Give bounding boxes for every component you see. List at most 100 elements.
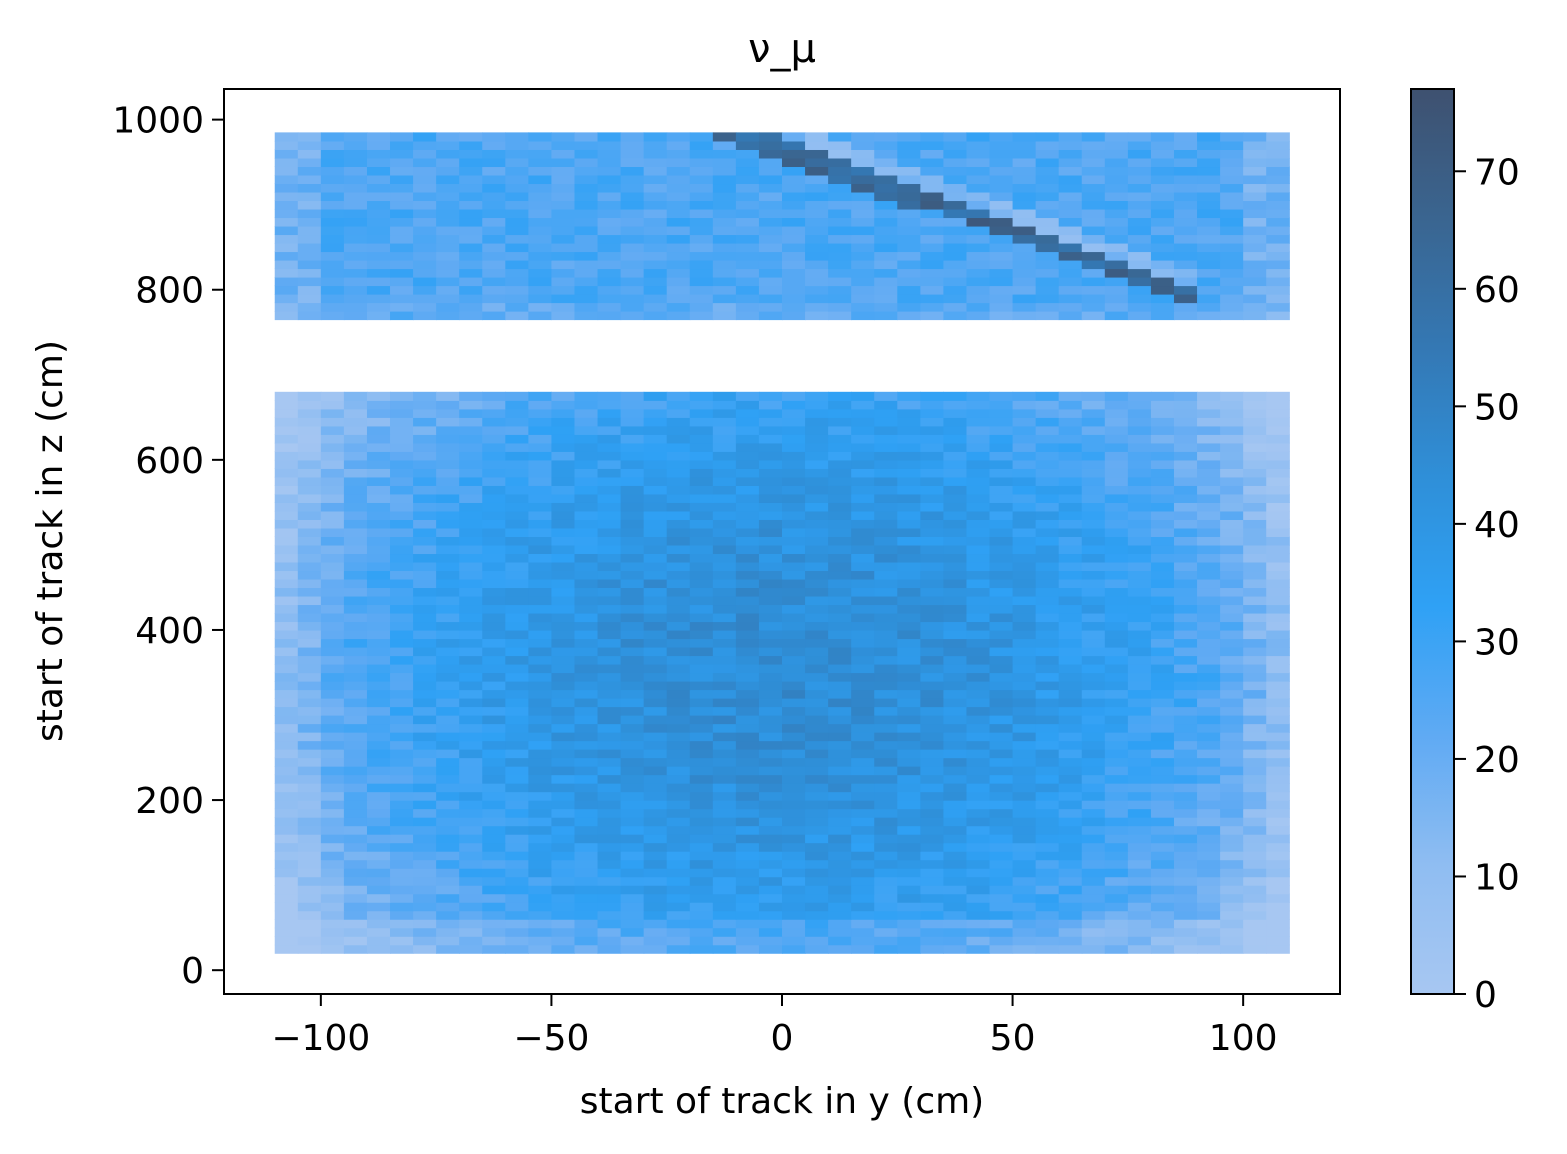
heatmap-cell <box>1173 468 1198 478</box>
heatmap-cell <box>528 408 553 418</box>
heatmap-cell <box>1197 927 1221 937</box>
heatmap-cell <box>1104 740 1129 750</box>
heatmap-cell <box>1127 502 1152 512</box>
heatmap-cell <box>989 638 1014 648</box>
heatmap-cell <box>897 442 921 452</box>
heatmap-cell <box>436 149 460 159</box>
heatmap-cell <box>1266 217 1290 227</box>
heatmap-cell <box>643 842 668 852</box>
heatmap-cell <box>805 425 829 435</box>
heatmap-cell <box>597 302 622 312</box>
heatmap-cell <box>1150 646 1175 657</box>
heatmap-cell <box>274 638 299 648</box>
heatmap-cell <box>366 459 391 469</box>
heatmap-cell <box>482 553 506 563</box>
heatmap-cell <box>966 510 991 520</box>
heatmap-cell <box>1104 680 1129 691</box>
heatmap-cell <box>1220 208 1244 219</box>
heatmap-cell <box>366 311 391 321</box>
heatmap-cell <box>297 485 322 495</box>
heatmap-cell <box>1081 655 1106 665</box>
heatmap-cell <box>666 587 691 597</box>
heatmap-cell <box>689 174 714 185</box>
heatmap-cell <box>851 553 875 563</box>
heatmap-cell <box>758 259 783 270</box>
heatmap-cell <box>712 191 737 202</box>
heatmap-cell <box>1081 621 1106 631</box>
heatmap-cell <box>1081 570 1106 580</box>
heatmap-cell <box>1012 800 1037 810</box>
heatmap-cell <box>505 868 529 878</box>
heatmap-cell <box>805 825 829 835</box>
heatmap-cell <box>505 808 529 818</box>
heatmap-cell <box>758 311 783 321</box>
heatmap-cell <box>1220 936 1244 946</box>
heatmap-cell <box>689 434 714 444</box>
heatmap-cell <box>1012 893 1037 903</box>
heatmap-cell <box>436 485 460 495</box>
heatmap-cell <box>551 808 576 818</box>
heatmap-cell <box>666 868 691 878</box>
heatmap-cell <box>1127 191 1152 202</box>
heatmap-cell <box>966 485 991 495</box>
heatmap-cell <box>1012 157 1037 168</box>
heatmap-cell <box>943 825 968 835</box>
heatmap-cell <box>1220 578 1244 589</box>
heatmap-cell <box>943 276 968 287</box>
heatmap-cell <box>1012 391 1037 401</box>
heatmap-cell <box>390 251 414 261</box>
heatmap-cell <box>874 766 898 776</box>
heatmap-cell <box>666 544 691 555</box>
heatmap-cell <box>597 732 622 742</box>
heatmap-cell <box>689 417 714 427</box>
heatmap-cell <box>920 285 945 295</box>
heatmap-cell <box>343 251 368 261</box>
heatmap-cell <box>551 944 576 954</box>
heatmap-cell <box>782 612 806 623</box>
heatmap-cell <box>1035 234 1060 244</box>
heatmap-cell <box>597 149 622 159</box>
heatmap-cell <box>689 936 714 946</box>
heatmap-cell <box>1127 476 1152 486</box>
heatmap-cell <box>1150 493 1175 503</box>
heatmap-cell <box>1243 578 1267 589</box>
heatmap-cell <box>828 885 852 895</box>
heatmap-cell <box>505 740 529 750</box>
heatmap-cell <box>366 391 391 401</box>
heatmap-cell <box>528 885 553 895</box>
heatmap-cell <box>1058 766 1083 776</box>
heatmap-cell <box>666 919 691 929</box>
heatmap-cell <box>1150 638 1175 648</box>
heatmap-cell <box>735 578 760 589</box>
heatmap-cell <box>758 285 783 295</box>
heatmap-cell <box>758 766 783 776</box>
heatmap-cell <box>666 655 691 665</box>
heatmap-cell <box>1104 191 1129 202</box>
heatmap-cell <box>1150 234 1175 244</box>
heatmap-cell <box>1266 893 1290 903</box>
heatmap-cell <box>1173 561 1198 572</box>
heatmap-cell <box>1104 242 1129 253</box>
heatmap-cell <box>297 646 322 657</box>
heatmap-cell <box>505 842 529 852</box>
heatmap-cell <box>1173 570 1198 580</box>
heatmap-cell <box>1197 944 1221 954</box>
heatmap-cell <box>943 740 968 750</box>
heatmap-cell <box>1243 251 1267 261</box>
heatmap-cell <box>1197 621 1221 631</box>
heatmap-cell <box>966 791 991 801</box>
heatmap-cell <box>989 561 1014 572</box>
heatmap-cell <box>1220 706 1244 716</box>
heatmap-cell <box>1150 910 1175 920</box>
heatmap-cell <box>413 944 437 954</box>
heatmap-cell <box>505 655 529 665</box>
heatmap-cell <box>1150 621 1175 631</box>
heatmap-cell <box>320 723 345 733</box>
heatmap-cell <box>413 536 437 546</box>
heatmap-cell <box>966 425 991 435</box>
heatmap-cell <box>1220 621 1244 631</box>
heatmap-cell <box>712 774 737 784</box>
heatmap-cell <box>390 910 414 920</box>
heatmap-cell <box>643 276 668 287</box>
heatmap-cell <box>897 723 921 733</box>
